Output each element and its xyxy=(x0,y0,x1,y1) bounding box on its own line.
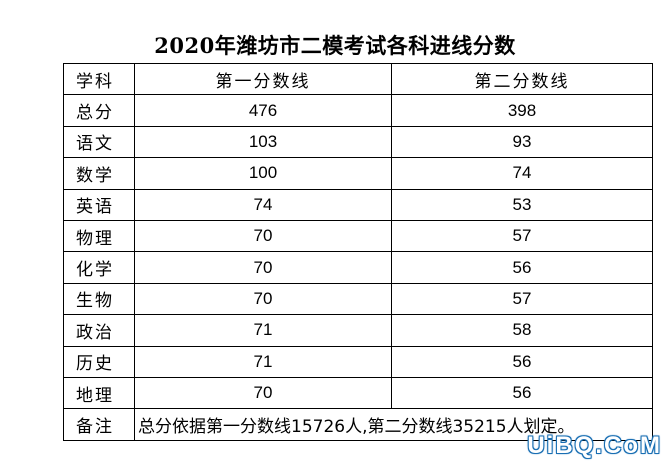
table-header-row: 学科 第一分数线 第二分数线 xyxy=(63,62,653,96)
table-row: 总分 476 398 xyxy=(63,94,653,127)
second-line-cell: 56 xyxy=(391,345,653,378)
table-row: 物理 70 57 xyxy=(63,219,653,253)
second-line-cell: 93 xyxy=(391,125,653,159)
first-line-cell: 70 xyxy=(134,282,392,316)
table-row: 地理 70 56 xyxy=(63,376,653,410)
second-line-cell: 56 xyxy=(391,376,653,410)
page-title: 2020年潍坊市二模考试各科进线分数 xyxy=(154,33,516,58)
score-table: 学科 第一分数线 第二分数线 总分 476 398 语文 103 93 数学 100 74 英语 7… xyxy=(63,62,653,441)
subject-cell: 物理 xyxy=(63,219,135,253)
second-line-cell: 57 xyxy=(391,219,653,253)
first-line-cell: 476 xyxy=(134,94,392,127)
subject-cell: 总分 xyxy=(63,94,135,127)
subject-cell: 化学 xyxy=(63,251,135,284)
note-text: 总分依据第一分数线15726人,第二分数线35215人划定。 xyxy=(134,408,653,441)
second-line-cell: 398 xyxy=(391,94,653,127)
header-subject: 学科 xyxy=(63,62,135,96)
note-label: 备注 xyxy=(63,408,135,441)
table-row: 数学 100 74 xyxy=(63,157,653,190)
table-row: 政治 71 58 xyxy=(63,314,653,347)
first-line-cell: 70 xyxy=(134,219,392,253)
subject-cell: 政治 xyxy=(63,314,135,347)
table-row: 生物 70 57 xyxy=(63,282,653,316)
subject-cell: 语文 xyxy=(63,125,135,159)
subject-cell: 地理 xyxy=(63,376,135,410)
first-line-cell: 74 xyxy=(134,188,392,221)
header-second-line: 第二分数线 xyxy=(391,62,653,96)
first-line-cell: 71 xyxy=(134,345,392,378)
first-line-cell: 103 xyxy=(134,125,392,159)
subject-cell: 生物 xyxy=(63,282,135,316)
second-line-cell: 56 xyxy=(391,251,653,284)
second-line-cell: 57 xyxy=(391,282,653,316)
header-first-line: 第一分数线 xyxy=(134,62,392,96)
first-line-cell: 71 xyxy=(134,314,392,347)
watermark-logo: UiBQ.CoM xyxy=(527,432,662,459)
second-line-cell: 58 xyxy=(391,314,653,347)
subject-cell: 数学 xyxy=(63,157,135,190)
first-line-cell: 70 xyxy=(134,376,392,410)
table-row: 英语 74 53 xyxy=(63,188,653,221)
table-row: 语文 103 93 xyxy=(63,125,653,159)
note-row: 备注 总分依据第一分数线15726人,第二分数线35215人划定。 xyxy=(63,408,653,441)
first-line-cell: 70 xyxy=(134,251,392,284)
subject-cell: 英语 xyxy=(63,188,135,221)
second-line-cell: 53 xyxy=(391,188,653,221)
subject-cell: 历史 xyxy=(63,345,135,378)
second-line-cell: 74 xyxy=(391,157,653,190)
table-row: 化学 70 56 xyxy=(63,251,653,284)
table-row: 历史 71 56 xyxy=(63,345,653,378)
first-line-cell: 100 xyxy=(134,157,392,190)
